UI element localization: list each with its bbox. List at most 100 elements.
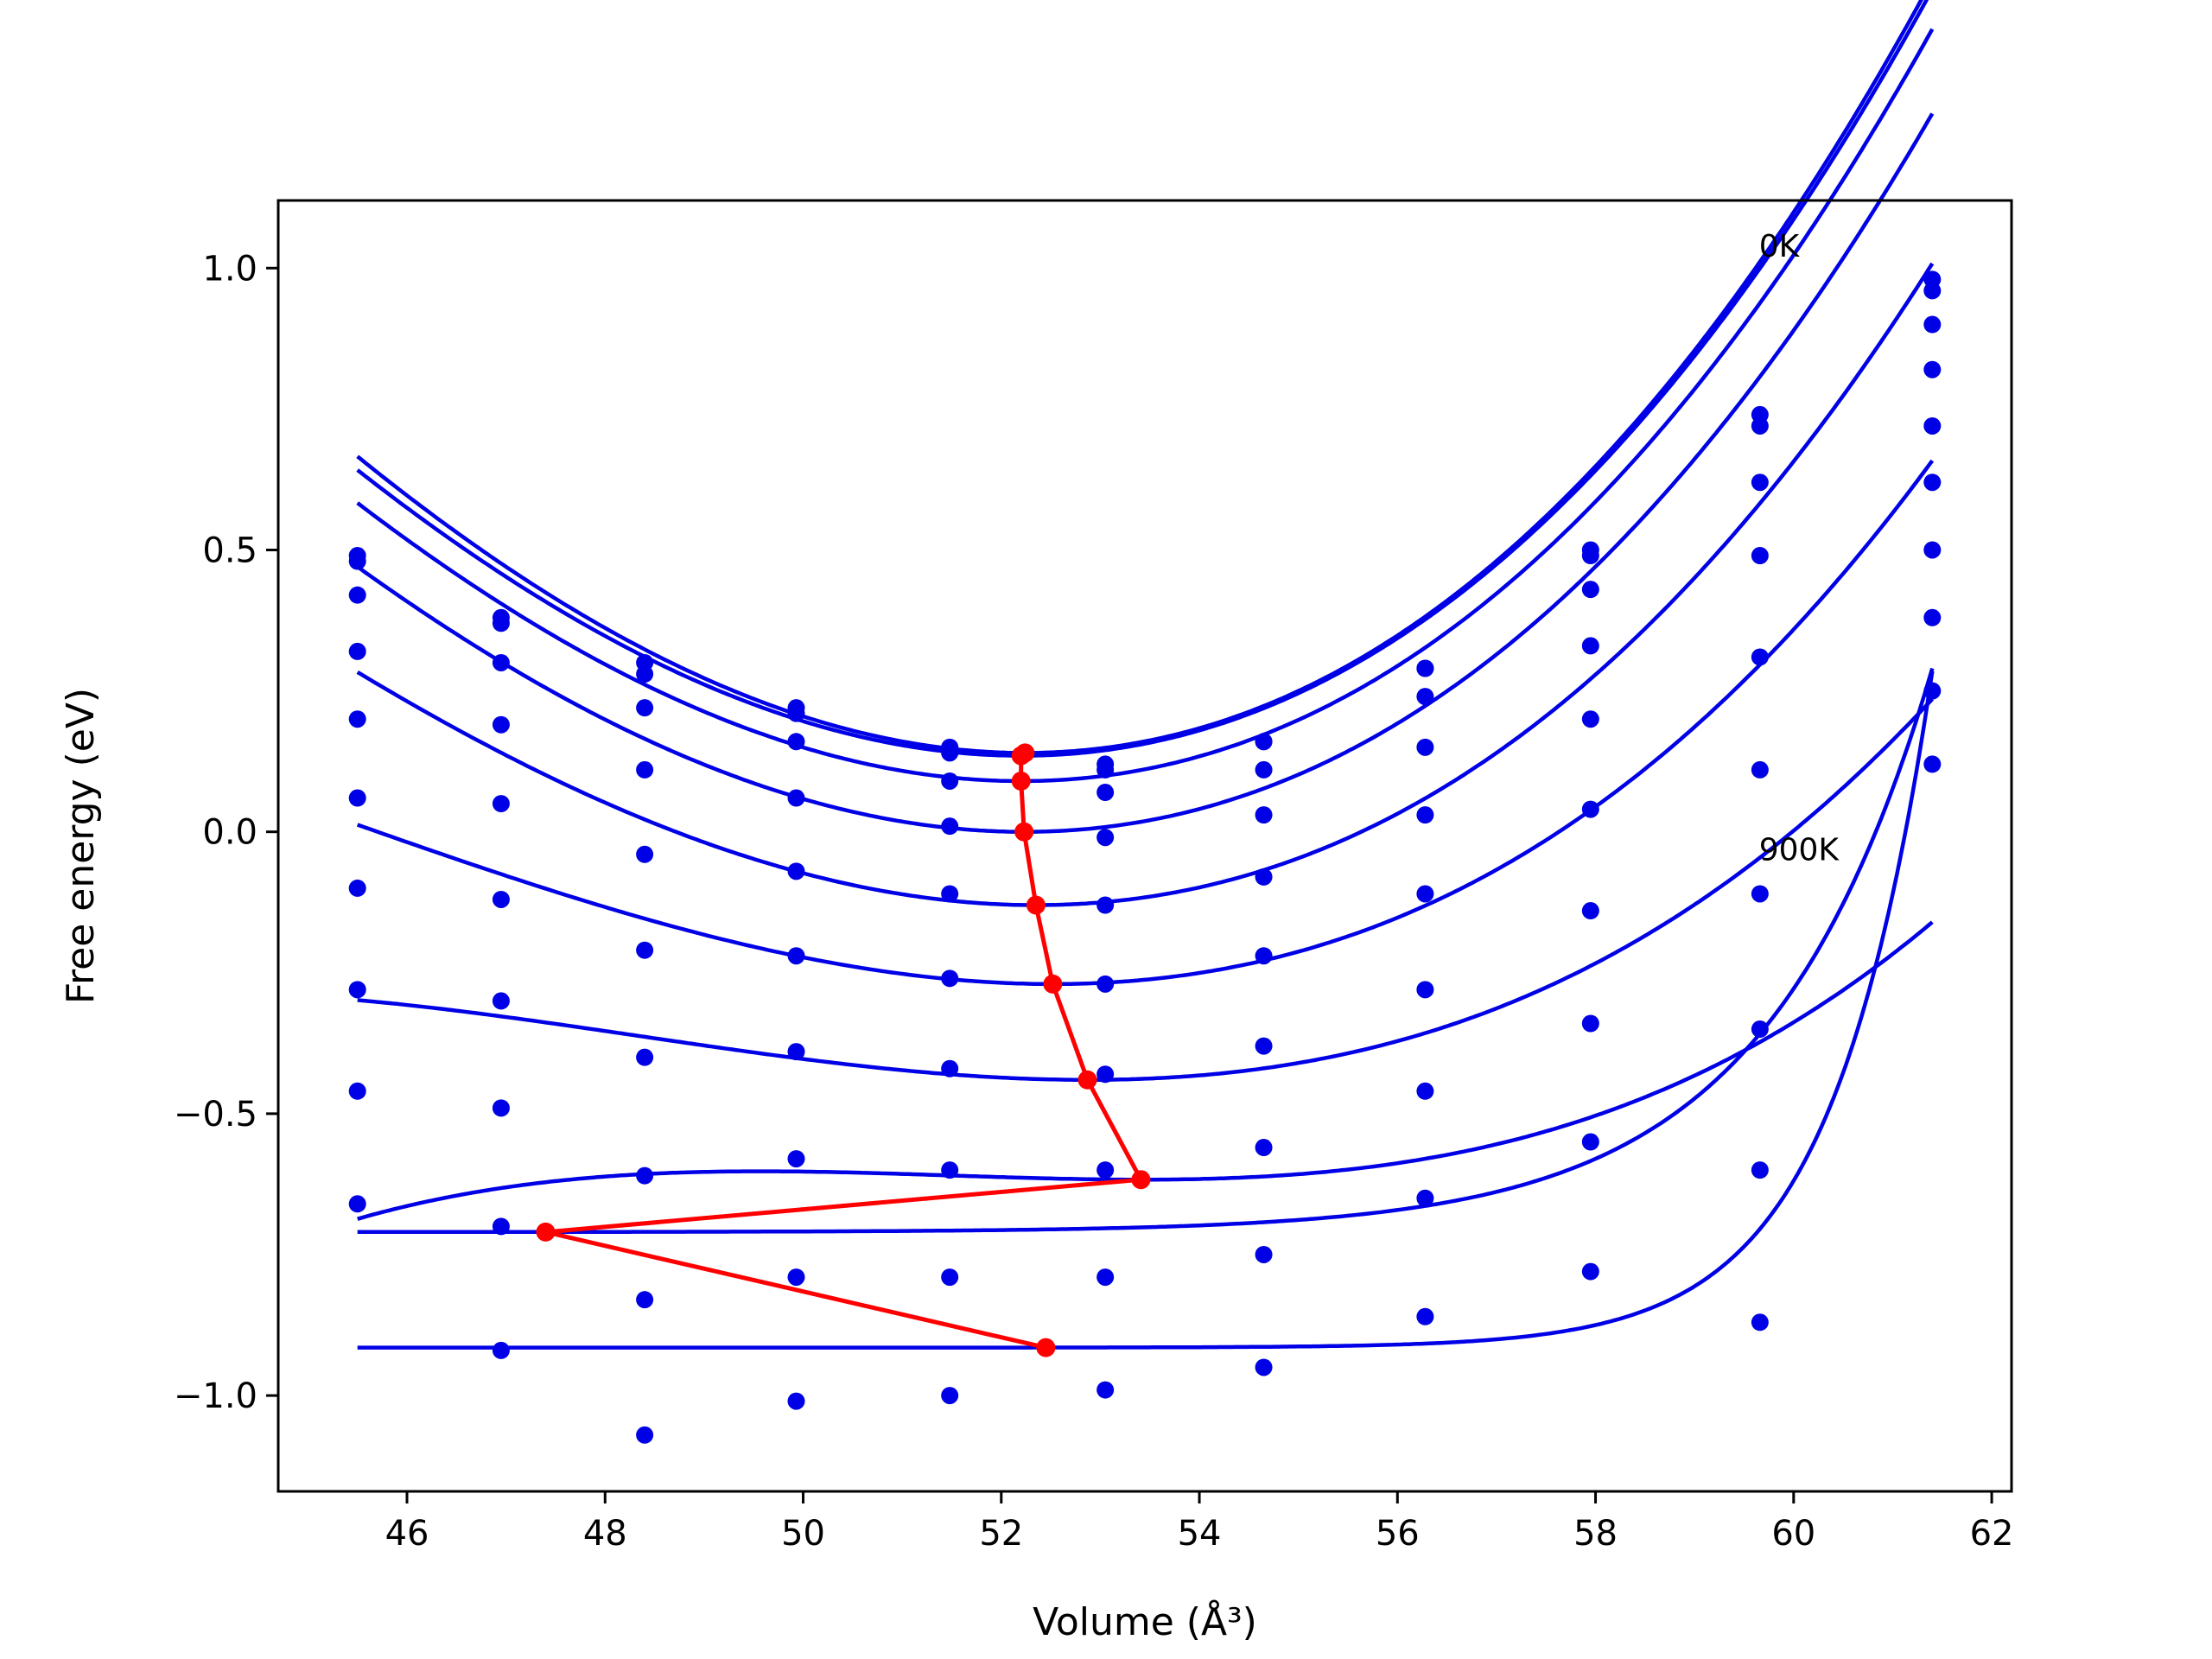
y-tick-label: 1.0	[202, 249, 257, 289]
data-point	[636, 699, 654, 717]
minimum-point	[1077, 1070, 1097, 1090]
data-point	[1255, 733, 1273, 751]
minimum-point	[1026, 895, 1046, 915]
y-tick-label: −0.5	[174, 1095, 257, 1135]
data-point	[1416, 1082, 1434, 1100]
data-point	[1923, 315, 1942, 334]
x-axis-label: Volume (Å³)	[1033, 1599, 1257, 1644]
fit-curve-8	[357, 667, 1935, 1235]
data-point	[1255, 760, 1273, 779]
minimum-point	[1011, 746, 1031, 766]
data-point	[941, 1387, 959, 1405]
x-tick-label: 46	[385, 1514, 429, 1554]
data-point	[492, 795, 510, 813]
data-point	[1255, 1037, 1273, 1055]
data-point	[1751, 547, 1769, 565]
data-point	[1416, 1189, 1434, 1207]
data-point	[1751, 648, 1769, 666]
data-point	[348, 1082, 366, 1100]
data-point	[1096, 829, 1115, 847]
y-tick-label: −1.0	[174, 1376, 257, 1416]
data-point	[348, 710, 366, 728]
data-point	[636, 760, 654, 779]
fit-curve-0	[356, 0, 1924, 755]
data-point	[787, 1043, 805, 1061]
data-point	[1923, 282, 1942, 300]
data-point	[492, 1099, 510, 1117]
data-point	[1416, 659, 1434, 677]
data-point	[348, 552, 366, 570]
data-point	[636, 1166, 654, 1185]
minimum-point	[1011, 771, 1031, 791]
minimum-point	[1014, 822, 1034, 842]
data-point	[492, 1341, 510, 1359]
data-point	[348, 879, 366, 897]
data-point	[1096, 760, 1115, 779]
data-point	[1416, 981, 1434, 999]
data-point	[636, 941, 654, 959]
data-point	[941, 1161, 959, 1179]
data-point	[787, 1150, 805, 1168]
data-point	[1581, 1133, 1599, 1151]
minimum-point	[1131, 1170, 1151, 1190]
data-point	[492, 715, 510, 734]
data-point	[492, 992, 510, 1010]
plot-area	[348, 0, 1942, 1444]
data-point	[1416, 1307, 1434, 1325]
data-point	[1923, 608, 1942, 626]
data-point	[492, 653, 510, 671]
data-point	[1923, 541, 1942, 559]
fit-curve-9	[357, 671, 1935, 1350]
data-point	[941, 772, 959, 790]
data-point	[1255, 1245, 1273, 1263]
data-point	[492, 890, 510, 908]
plot-frame	[276, 199, 2013, 1493]
data-point	[1923, 682, 1942, 700]
fit-curve-5	[356, 459, 1935, 987]
data-point	[1255, 1139, 1273, 1157]
data-point	[1581, 800, 1599, 818]
data-point	[636, 1426, 654, 1444]
axis-ticks: 46 48 50 52 54 56 58 60 62 −1.0 −0.5 0.0 0.5 1.0	[174, 249, 2014, 1554]
data-point	[1751, 885, 1769, 903]
data-point	[1751, 1020, 1769, 1039]
data-point	[1416, 885, 1434, 903]
data-point	[1096, 1268, 1115, 1287]
data-point	[1096, 784, 1115, 802]
fit-curve-4	[356, 262, 1935, 907]
data-point	[1416, 738, 1434, 756]
data-point	[636, 845, 654, 863]
data-point	[787, 862, 805, 880]
data-point	[1751, 1313, 1769, 1332]
data-point	[1751, 416, 1769, 435]
y-tick-label: 0.0	[202, 813, 257, 853]
data-point	[941, 1268, 959, 1287]
fit-curve-2	[356, 28, 1935, 784]
data-point	[492, 614, 510, 632]
data-point	[1751, 474, 1769, 492]
data-point	[348, 1195, 366, 1213]
minimum-point	[1036, 1338, 1056, 1357]
x-tick-label: 58	[1573, 1514, 1618, 1554]
fit-curve-3	[356, 112, 1935, 834]
data-point	[1581, 1014, 1599, 1033]
x-tick-label: 54	[1178, 1514, 1222, 1554]
data-point	[787, 947, 805, 965]
annotation-label: 0K	[1759, 229, 1801, 264]
y-tick-label: 0.5	[202, 531, 257, 570]
data-point	[787, 789, 805, 807]
y-axis-label: Free energy (eV)	[59, 688, 103, 1004]
minimum-point	[536, 1222, 556, 1242]
data-point	[941, 817, 959, 836]
data-point	[1255, 806, 1273, 824]
data-point	[636, 1048, 654, 1066]
data-point	[348, 981, 366, 999]
data-point	[1096, 975, 1115, 993]
data-point	[1751, 760, 1769, 779]
data-point	[636, 665, 654, 683]
data-point	[1751, 1161, 1769, 1179]
x-tick-label: 56	[1376, 1514, 1420, 1554]
data-point	[941, 885, 959, 903]
data-point	[1581, 1262, 1599, 1281]
